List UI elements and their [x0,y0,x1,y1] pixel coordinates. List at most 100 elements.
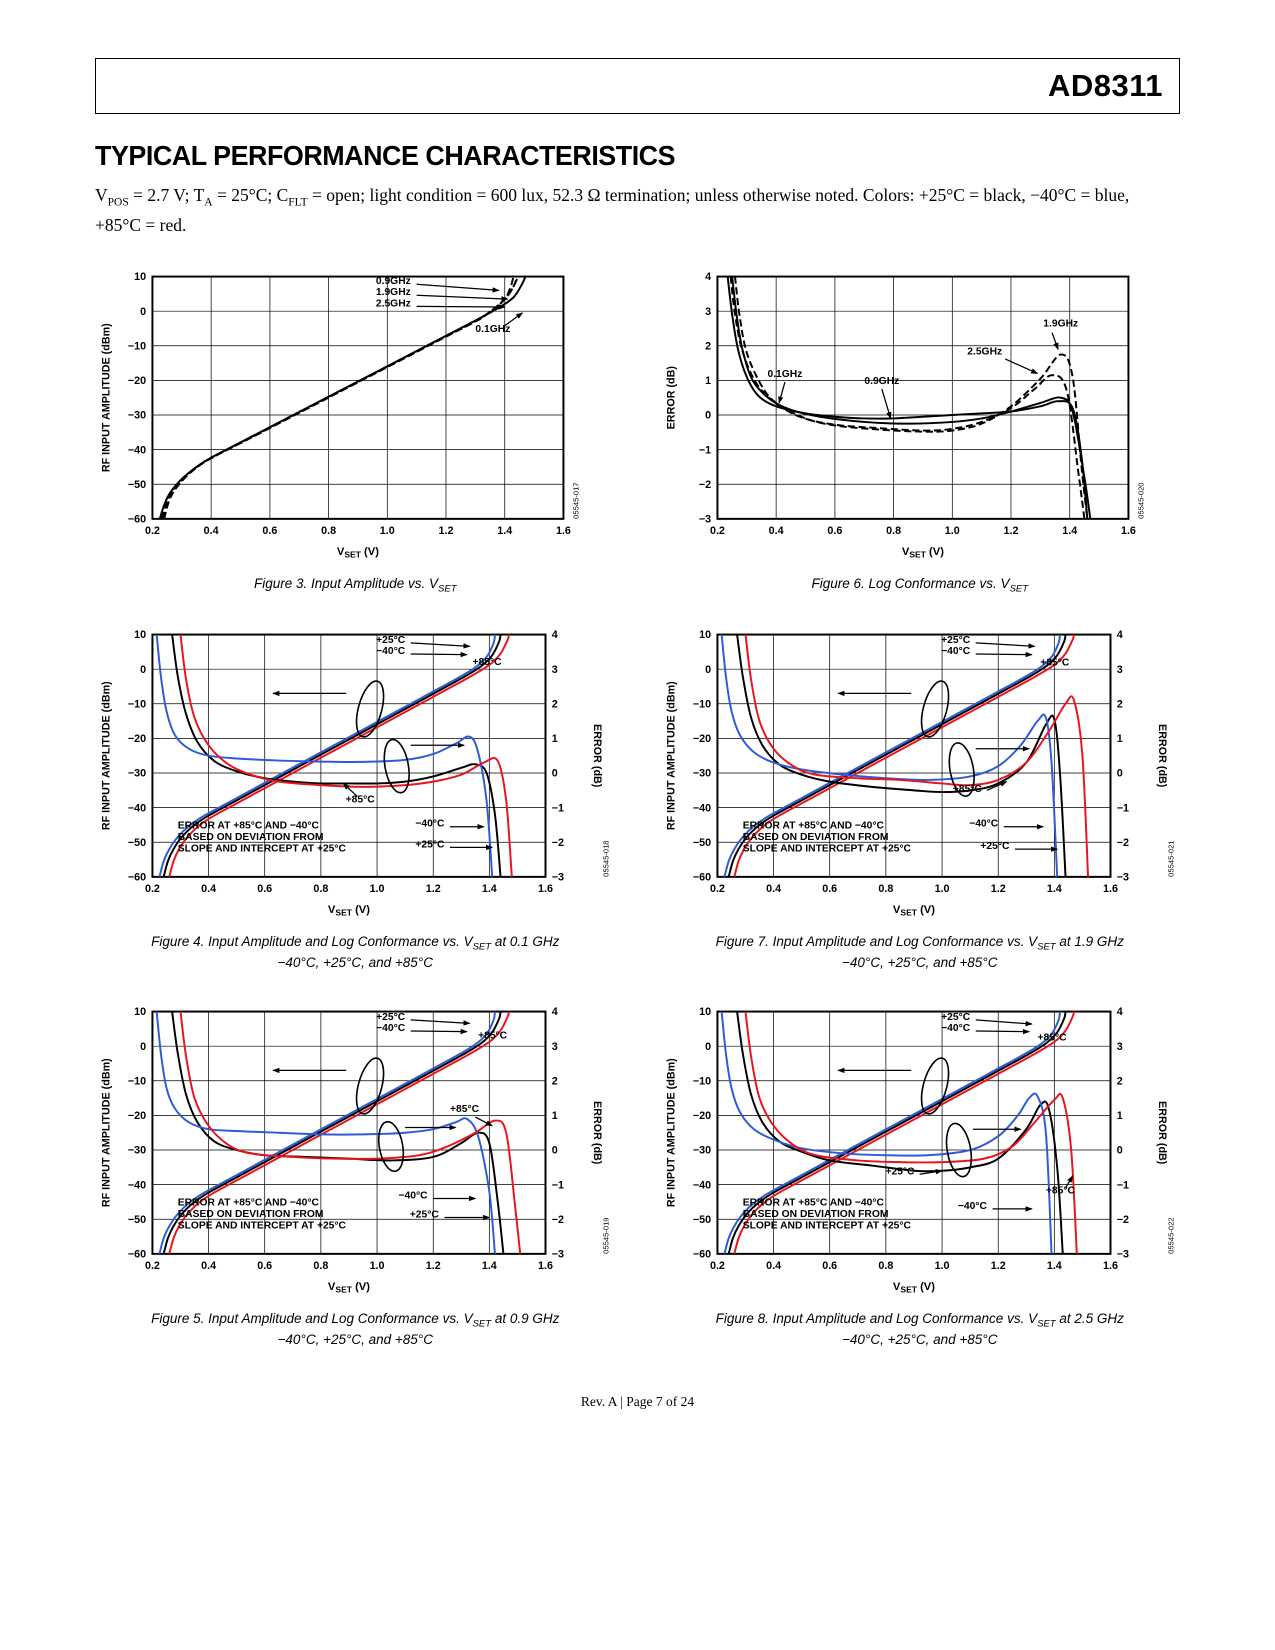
svg-text:1.4: 1.4 [482,1260,497,1272]
svg-text:3: 3 [705,306,711,318]
chart-amplitude-conformance-0p1ghz: 0.2 0.4 0.6 0.8 1.0 1.2 1.4 1.6 −60 −50 −40 −30 −20−… [95,622,616,927]
annotation-note: BASED ON DEVIATION FROM [742,832,888,843]
svg-text:1.4: 1.4 [1046,883,1061,895]
annotation-note: BASED ON DEVIATION FROM [178,1209,324,1220]
svg-text:1.6: 1.6 [1103,1260,1118,1272]
figure-caption-line1: Figure 6. Log Conformance vs. VSET [811,576,1029,595]
svg-text:−3: −3 [1116,1249,1128,1261]
svg-text:−1: −1 [698,444,710,456]
figure-caption-line1: Figure 7. Input Amplitude and Log Confor… [715,934,1124,953]
figure-caption-line2: −40°C, +25°C, and +85°C [277,955,433,971]
svg-text:−10: −10 [128,698,146,710]
header-box: AD8311 [95,58,1180,114]
annotation-arrow [777,381,786,404]
y-right-axis-label: ERROR (dB) [1155,1101,1167,1165]
tick-labels: 0.2 0.4 0.6 0.8 1.0 1.2 1.4 1.6−60−50−40−30−20−… [128,629,564,895]
watermark-code: 05545-017 [572,482,581,518]
watermark-code: 05545-022 [1166,1218,1175,1254]
annotation-ellipse [947,742,975,798]
series-curves [155,1011,522,1254]
svg-text:0.8: 0.8 [886,525,901,537]
y-left-axis-label: ERROR (dB) [665,366,677,430]
annotation-label: −40°C [957,1201,987,1212]
annotation-label: 0.9GHz [376,276,411,287]
series-curves [720,1011,1078,1254]
series-amp-85C [168,1011,510,1254]
svg-text:1.4: 1.4 [1062,525,1077,537]
svg-text:0: 0 [705,410,711,422]
svg-text:−1: −1 [1116,1179,1128,1191]
annotation-label: +85°C [1037,1033,1067,1044]
series-amp-m40C [158,1011,496,1254]
annotation-note: SLOPE AND INTERCEPT AT +25°C [742,844,911,855]
svg-text:2: 2 [1116,1075,1122,1087]
figure-3: 0.2 0.4 0.6 0.8 1.0 1.2 1.4 1.6 −60 −50 −40 −30 −20 −… [95,264,616,596]
svg-text:2: 2 [552,698,558,710]
svg-text:3: 3 [1116,664,1122,676]
annotation-ellipse [383,738,410,794]
chart-svg: 0.2 0.4 0.6 0.8 1.0 1.2 1.4 1.6−60−50−40−30−20−… [665,1006,1175,1294]
grid-lines [716,276,1129,520]
figure-5-caption: Figure 5. Input Amplitude and Log Confor… [95,1310,616,1350]
annotation-label: +25°C [941,635,971,646]
annotation-note: SLOPE AND INTERCEPT AT +25°C [178,844,347,855]
figure-7: 0.2 0.4 0.6 0.8 1.0 1.2 1.4 1.6 −60 −50 −40 −30 −20−… [660,622,1181,973]
annotation-ellipse [945,1122,972,1178]
watermark-code: 05545-020 [1136,482,1145,518]
page-footer: Rev. A | Page 7 of 24 [580,1394,695,1410]
plot-border [151,1010,547,1255]
x-axis-label: VSET (V) [901,546,943,560]
svg-text:10: 10 [699,1006,711,1018]
svg-text:0.8: 0.8 [313,883,328,895]
annotation-label: +85°C [952,784,982,795]
watermark-code: 05545-018 [601,841,610,877]
svg-text:3: 3 [1116,1041,1122,1053]
svg-text:1.0: 1.0 [370,883,385,895]
tick-labels: 0.2 0.4 0.6 0.8 1.0 1.2 1.4 1.6−60−50−40−30−20−… [692,629,1128,895]
annotation-label: +85°C [473,657,503,668]
plot-border [151,275,565,520]
svg-text:−60: −60 [128,1249,146,1261]
svg-text:1.0: 1.0 [370,1260,385,1272]
figure-8: 0.2 0.4 0.6 0.8 1.0 1.2 1.4 1.6 −60 −50 −40 −30 −20−… [660,999,1181,1350]
series-0.1GHz [158,276,527,519]
svg-text:−50: −50 [128,479,146,491]
annotation-label: 1.9GHz [1043,319,1078,330]
svg-text:1.2: 1.2 [438,525,453,537]
tick-labels: 0.2 0.4 0.6 0.8 1.0 1.2 1.4 1.6 −3 −2 −1 0 1 2 3 4 [698,271,1135,537]
svg-text:−40: −40 [692,1179,710,1191]
y-right-axis-label: ERROR (dB) [1155,724,1167,788]
watermark-code: 05545-021 [1166,841,1175,877]
tick-labels: 0.2 0.4 0.6 0.8 1.0 1.2 1.4 1.6−60−50−40−30−20−… [128,1006,564,1272]
figure-caption-line2: −40°C, +25°C, and +85°C [277,1332,433,1348]
svg-text:−3: −3 [1116,872,1128,884]
svg-text:−50: −50 [128,1214,146,1226]
series-err-m40C [720,1011,1053,1254]
annotation-label: 0.1GHz [767,369,802,380]
svg-text:0.2: 0.2 [709,525,724,537]
annotation-arrow [416,304,506,310]
svg-text:0.6: 0.6 [827,525,842,537]
annotation-arrow [410,1019,471,1026]
series-amp-85C [732,634,1075,877]
y-left-axis-label: RF INPUT AMPLITUDE (dBm) [100,323,112,472]
svg-text:10: 10 [699,629,711,641]
svg-text:10: 10 [134,271,146,283]
svg-text:−3: −3 [552,1249,564,1261]
svg-text:0.8: 0.8 [313,1260,328,1272]
svg-text:0.2: 0.2 [709,1260,724,1272]
annotation-label: −40°C [415,819,445,830]
svg-text:1: 1 [552,1110,558,1122]
svg-text:3: 3 [552,664,558,676]
svg-text:0.4: 0.4 [201,883,216,895]
annotation-label: 2.5GHz [967,346,1002,357]
y-left-axis-label: RF INPUT AMPLITUDE (dBm) [665,1058,677,1207]
annotation-arrow [975,1019,1033,1027]
series-amp-m40C [722,1011,1061,1254]
annotation-label: 2.5GHz [376,298,411,309]
svg-text:−2: −2 [552,837,564,849]
series-amp-85C [168,634,510,877]
figure-caption-line2: −40°C, +25°C, and +85°C [842,955,998,971]
annotation-arrow [975,651,1033,658]
x-axis-label: VSET (V) [892,904,934,918]
